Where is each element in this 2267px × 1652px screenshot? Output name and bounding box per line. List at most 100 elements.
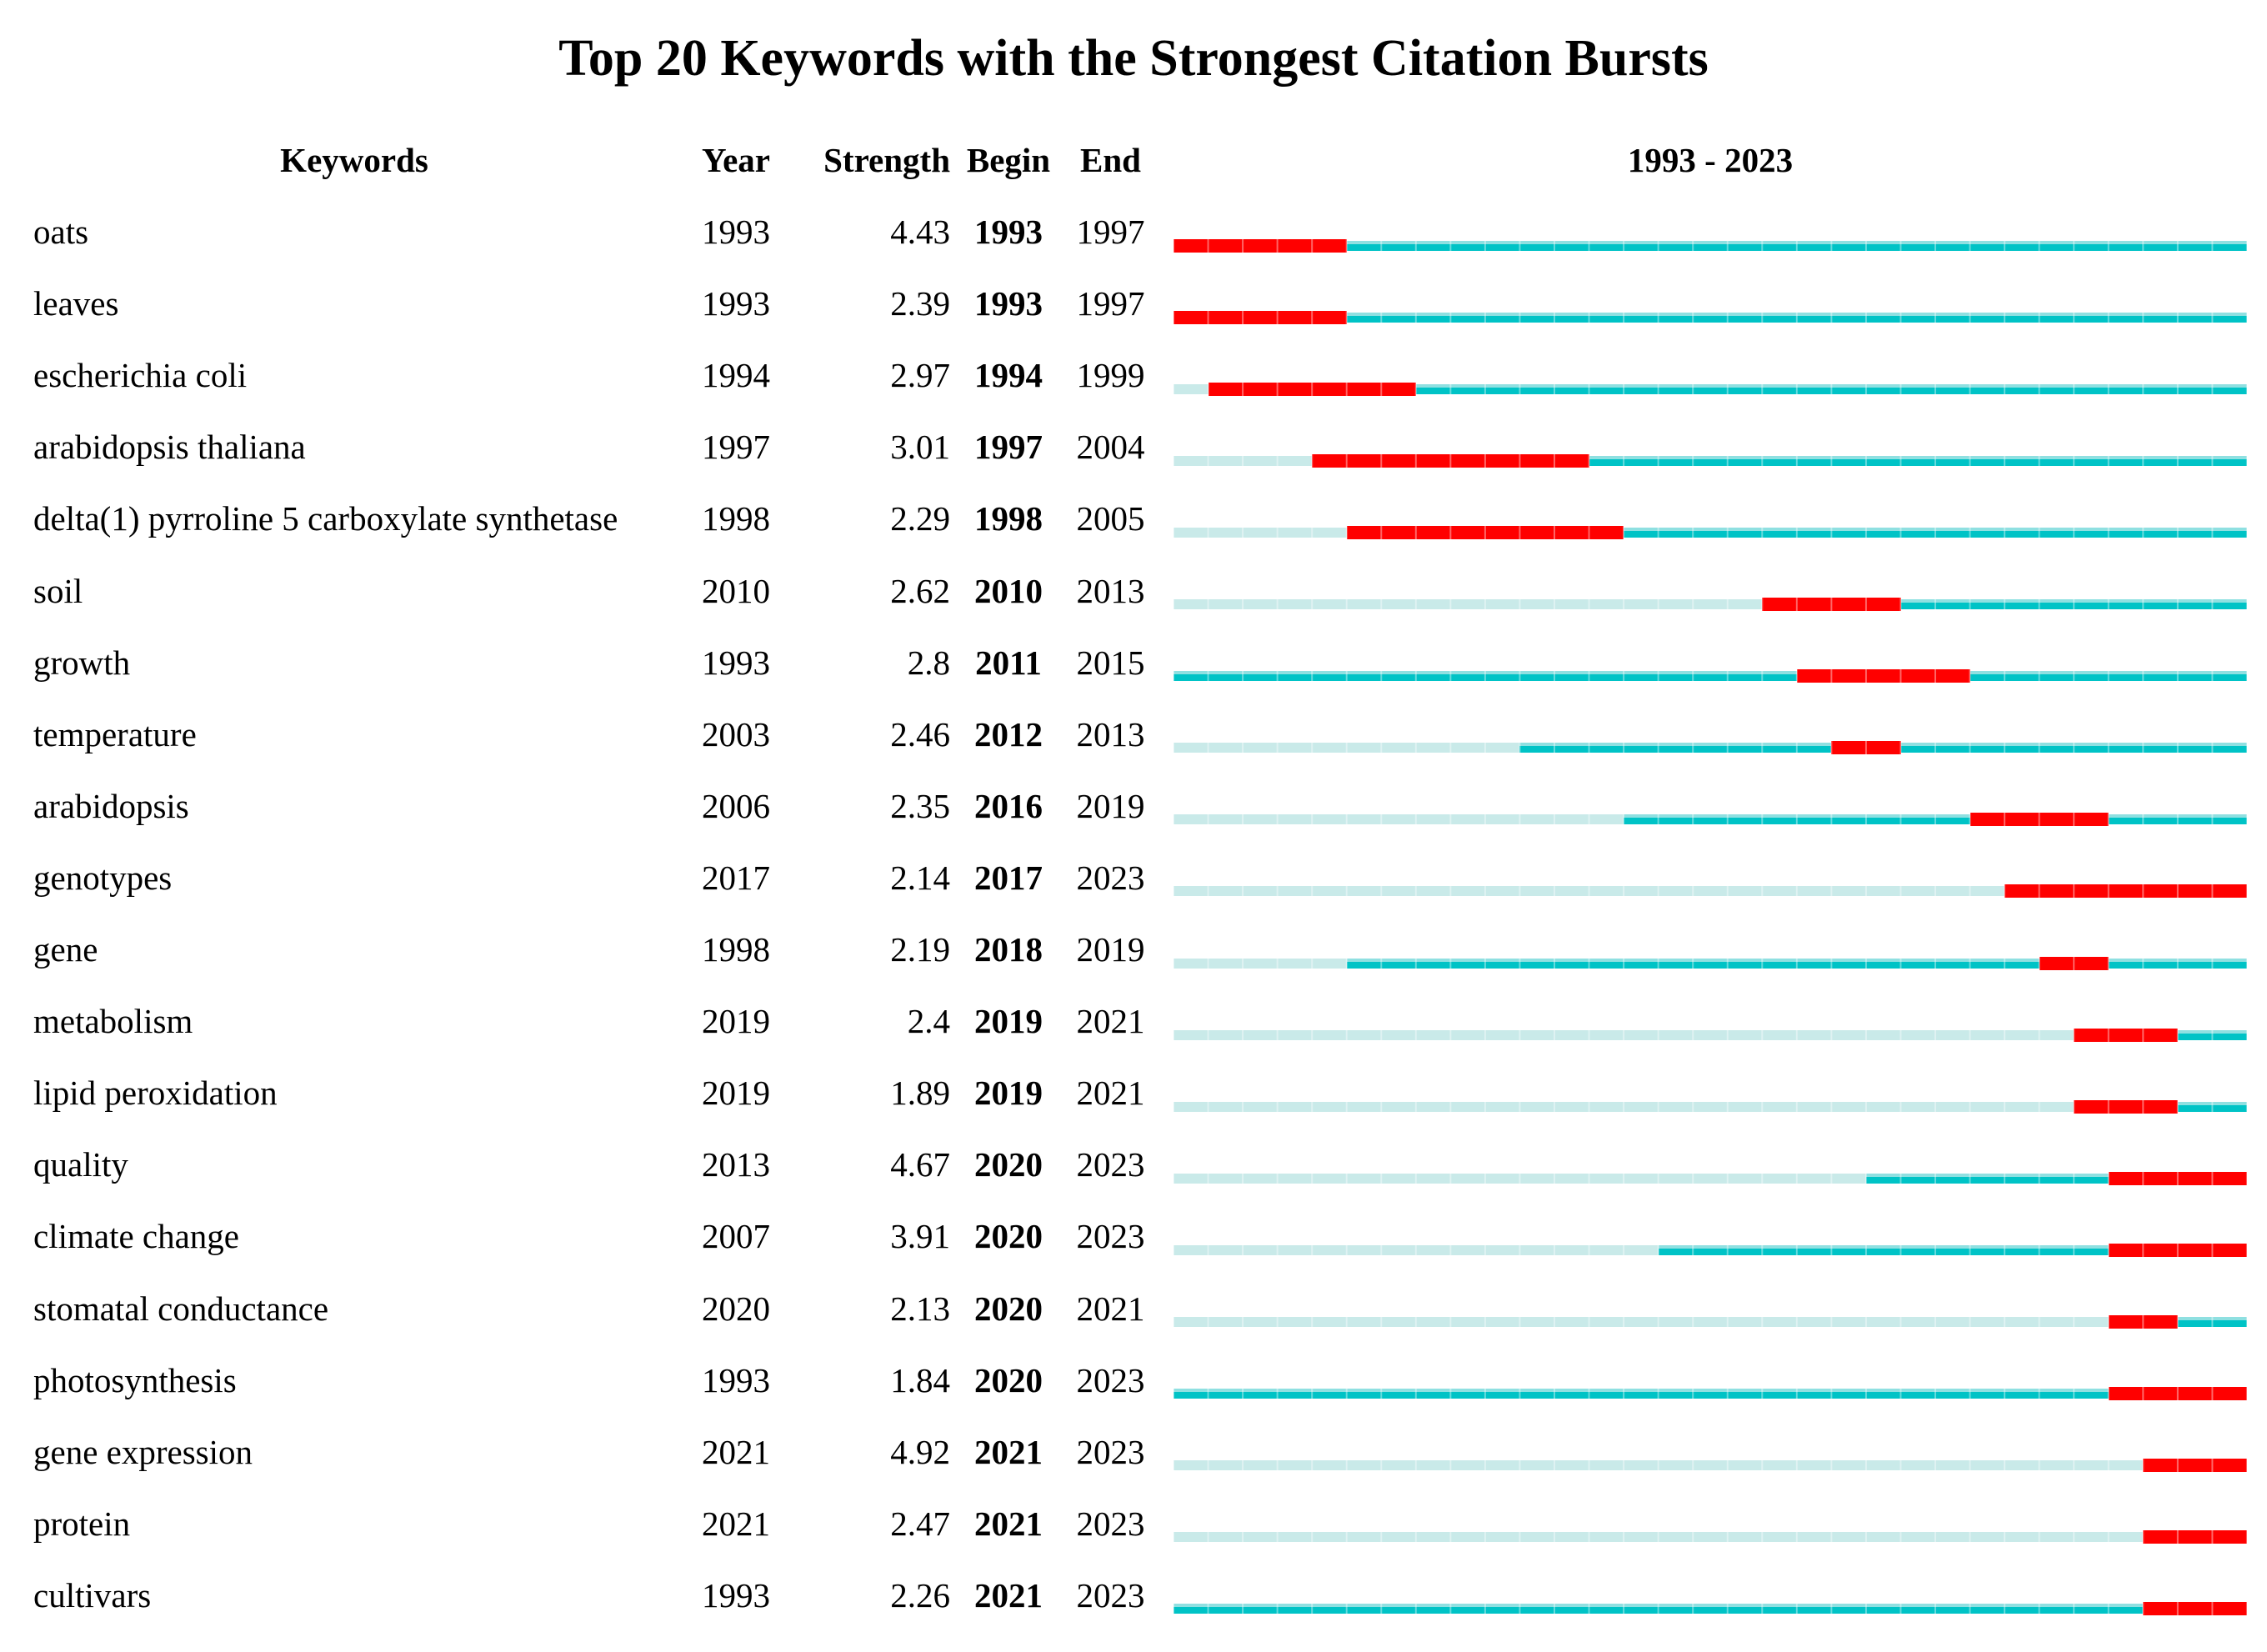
segment-burst [1762,598,1901,611]
begin-value: 2020 [974,1217,1043,1256]
keyword-label: soil [33,571,83,610]
year-divider-ticks [1174,1099,2247,1114]
burst-bar [1174,1459,2247,1473]
strength-value: 2.47 [890,1504,950,1543]
year-divider-ticks [1174,1171,2247,1185]
year-value: 2006 [702,786,770,825]
begin-value: 2020 [974,1289,1043,1328]
end-value: 2023 [1076,858,1145,897]
year-value: 1993 [702,1360,770,1399]
year-divider-ticks [1174,238,2247,253]
segment-pre-appearance [1174,527,1347,538]
burst-bar [1174,382,2247,396]
begin-value: 1993 [974,284,1043,323]
end-value: 2005 [1076,499,1145,538]
burst-bar [1174,1243,2247,1257]
burst-bar [1174,669,2247,683]
strength-value: 1.84 [890,1360,950,1399]
segment-pre-appearance [1174,814,1624,825]
year-divider-ticks [1174,1387,2247,1401]
begin-value: 2020 [974,1145,1043,1184]
segment-burst [2074,1028,2178,1042]
segment-active-postburst [1415,383,2247,394]
strength-value: 2.13 [890,1289,950,1328]
year-divider-ticks [1174,1243,2247,1257]
year-divider-ticks [1174,1530,2247,1544]
year-value: 2020 [702,1289,770,1328]
year-value: 1993 [702,284,770,323]
strength-value: 2.97 [890,356,950,395]
column-header-strength: Strength [823,141,950,179]
end-value: 2021 [1076,1074,1145,1113]
keyword-label: gene expression [33,1432,253,1471]
burst-bar [1174,1387,2247,1401]
burst-bar [1174,1171,2247,1185]
segment-active-postburst [1969,671,2247,682]
burst-bar [1174,1530,2247,1544]
segment-active-postburst [2177,1317,2247,1327]
burst-bar [1174,956,2247,970]
year-divider-ticks [1174,669,2247,683]
year-value: 2007 [702,1217,770,1256]
end-value: 2023 [1076,1575,1145,1614]
segment-active-preburst [1624,814,1970,825]
segment-active-postburst [2177,1101,2247,1112]
keyword-label: delta(1) pyrroline 5 carboxylate synthet… [33,499,618,538]
segment-active-postburst [1589,455,2247,466]
end-value: 1997 [1076,284,1145,323]
year-value: 1993 [702,213,770,251]
segment-pre-appearance [1174,1460,2144,1471]
strength-value: 2.14 [890,858,950,897]
strength-value: 4.92 [890,1432,950,1471]
segment-active-postburst [1346,312,2247,323]
begin-value: 2021 [974,1575,1043,1614]
begin-value: 2017 [974,858,1043,897]
year-value: 2021 [702,1432,770,1471]
end-value: 2013 [1076,571,1145,610]
segment-burst [2004,884,2247,899]
burst-bar [1174,1028,2247,1042]
burst-bar [1174,598,2247,611]
year-divider-ticks [1174,1602,2247,1616]
burst-bar [1174,1099,2247,1114]
year-divider-ticks [1174,310,2247,324]
end-value: 1997 [1076,213,1145,251]
year-value: 1997 [702,428,770,467]
keyword-label: metabolism [33,1002,193,1041]
column-header-end: End [1080,141,1141,179]
end-value: 2023 [1076,1432,1145,1471]
year-divider-ticks [1174,884,2247,899]
end-value: 2021 [1076,1002,1145,1041]
segment-burst [2143,1530,2247,1544]
chart-title: Top 20 Keywords with the Strongest Citat… [558,30,1709,87]
end-value: 2023 [1076,1504,1145,1543]
segment-active-postburst [1900,599,2247,609]
segment-pre-appearance [1174,455,1313,466]
segment-active-postburst [1624,527,2247,538]
segment-pre-appearance [1174,1244,1659,1255]
segment-burst [2108,1387,2247,1401]
begin-value: 2021 [974,1504,1043,1543]
keyword-label: cultivars [33,1575,152,1614]
burst-bar [1174,238,2247,253]
end-value: 1999 [1076,356,1145,395]
begin-value: 2021 [974,1432,1043,1471]
strength-value: 2.4 [907,1002,950,1041]
year-value: 1993 [702,1575,770,1614]
begin-value: 1993 [974,213,1043,251]
segment-burst [1208,382,1416,396]
strength-value: 2.26 [890,1575,950,1614]
segment-burst [2108,1243,2247,1257]
segment-active-preburst [1865,1173,2109,1184]
segment-pre-appearance [1174,1173,1866,1184]
keyword-label: stomatal conductance [33,1289,329,1328]
year-value: 1993 [702,643,770,682]
segment-pre-appearance [1174,1029,2074,1040]
end-value: 2019 [1076,786,1145,825]
column-header-begin: Begin [966,141,1051,179]
end-value: 2023 [1076,1217,1145,1256]
segment-active-postburst [1346,240,2247,251]
year-value: 1994 [702,356,770,395]
year-divider-ticks [1174,1028,2247,1042]
